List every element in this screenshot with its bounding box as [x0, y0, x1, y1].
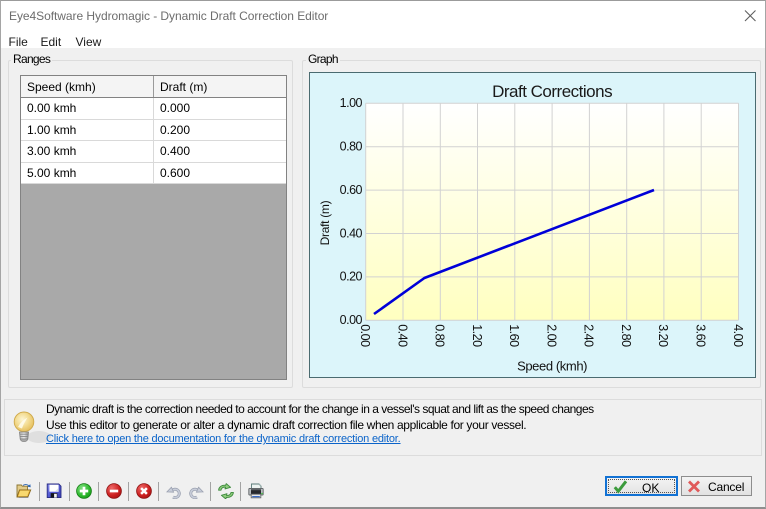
svg-text:1.60: 1.60 — [507, 324, 521, 347]
svg-text:Draft (m): Draft (m) — [318, 200, 332, 245]
svg-text:2.40: 2.40 — [582, 324, 596, 347]
svg-text:0.40: 0.40 — [395, 324, 409, 347]
svg-text:4.00: 4.00 — [731, 324, 745, 347]
svg-text:1.20: 1.20 — [470, 324, 484, 347]
svg-text:Speed (kmh): Speed (kmh) — [517, 359, 587, 374]
svg-text:2.00: 2.00 — [544, 324, 558, 347]
svg-text:3.60: 3.60 — [694, 324, 708, 347]
svg-text:0.20: 0.20 — [340, 270, 363, 284]
svg-text:0.40: 0.40 — [340, 226, 363, 240]
svg-text:0.80: 0.80 — [340, 140, 363, 154]
svg-text:0.80: 0.80 — [433, 324, 447, 347]
svg-text:2.80: 2.80 — [619, 324, 633, 347]
svg-text:Draft Corrections: Draft Corrections — [492, 82, 612, 101]
svg-text:1.00: 1.00 — [340, 96, 363, 110]
svg-text:0.00: 0.00 — [358, 324, 372, 347]
svg-text:0.00: 0.00 — [340, 313, 363, 327]
svg-text:3.20: 3.20 — [656, 324, 670, 347]
svg-text:0.60: 0.60 — [340, 183, 363, 197]
